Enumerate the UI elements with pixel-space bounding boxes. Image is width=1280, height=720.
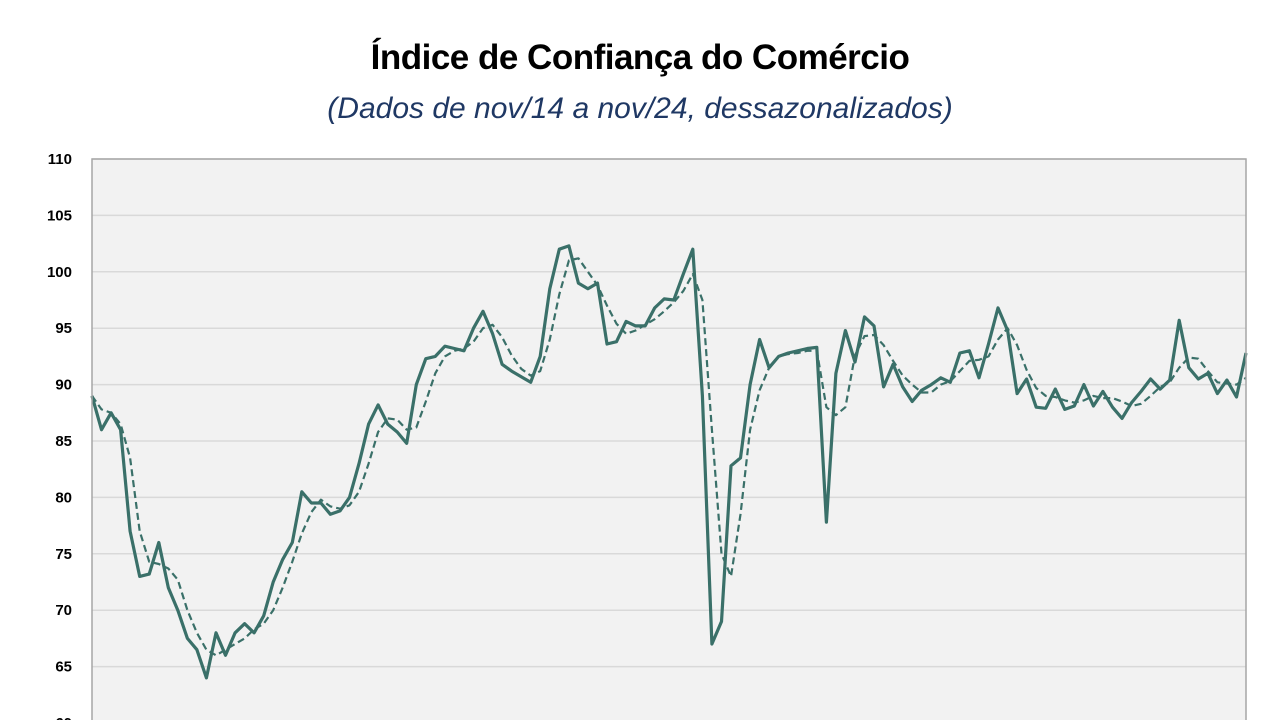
y-tick-label: 95 (55, 320, 72, 337)
y-tick-label: 85 (55, 433, 72, 450)
chart-title: Índice de Confiança do Comércio (370, 38, 910, 77)
y-tick-label: 60 (55, 715, 72, 720)
plot-area (92, 159, 1246, 720)
y-tick-label: 100 (47, 264, 72, 281)
chart-subtitle: (Dados de nov/14 a nov/24, dessazonaliza… (327, 92, 953, 125)
y-tick-label: 75 (55, 546, 72, 563)
series-line-solid (90, 244, 1248, 680)
plot-border (91, 158, 1247, 720)
y-tick-label: 80 (55, 489, 72, 506)
y-tick-label: 105 (47, 207, 72, 224)
y-tick-label: 70 (55, 602, 72, 619)
series-group (90, 244, 1248, 680)
y-tick-label: 90 (55, 377, 72, 394)
series-line-dashed (91, 257, 1247, 657)
y-tick-label: 110 (48, 151, 72, 168)
y-tick-label: 65 (55, 659, 72, 676)
y-axis: 110 105 100 95 90 85 80 75 70 65 60 (47, 151, 72, 720)
